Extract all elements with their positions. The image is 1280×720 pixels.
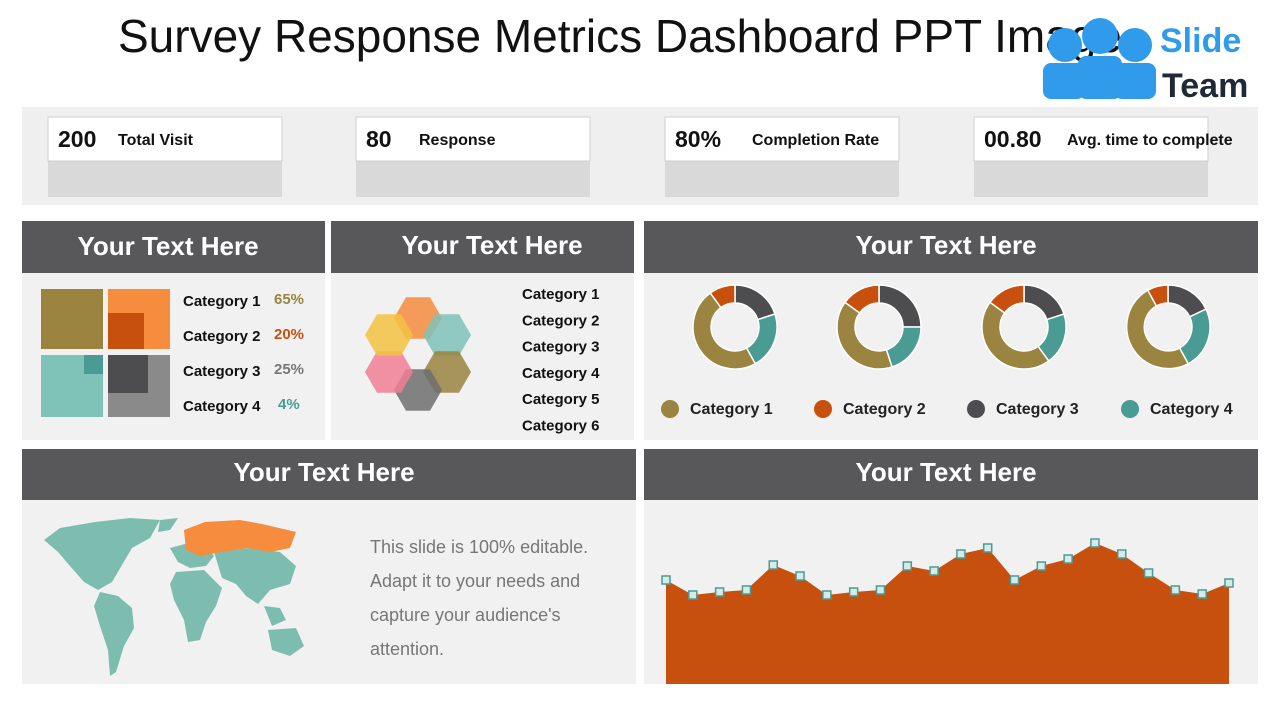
legend-label: Category 2 xyxy=(843,401,926,418)
point-marker xyxy=(1036,561,1047,571)
panel-header xyxy=(331,221,634,273)
hexagon xyxy=(365,314,413,356)
category-label: Category 2 xyxy=(183,328,261,345)
logo: Slide Team xyxy=(1043,18,1248,105)
category-value: 4% xyxy=(278,396,300,413)
donut-segment xyxy=(1146,284,1169,307)
hexagon-label: Category 1 xyxy=(522,286,600,303)
point-marker xyxy=(768,560,778,570)
area xyxy=(666,543,1229,684)
legend-label: Category 1 xyxy=(690,401,773,418)
kpi-label: Completion Rate xyxy=(752,132,879,149)
panel-header xyxy=(644,449,1258,500)
legend-label: Category 4 xyxy=(1150,401,1233,418)
point-marker xyxy=(822,590,832,600)
paragraph-line: This slide is 100% editable. xyxy=(370,537,588,557)
point-marker xyxy=(714,587,725,597)
kpi-card-top xyxy=(355,116,591,162)
paragraph-line: attention. xyxy=(370,639,444,659)
panel-header xyxy=(644,221,1258,273)
category-value: 25% xyxy=(274,361,304,378)
logo-text: Slide xyxy=(1160,22,1241,60)
category-label: Category 4 xyxy=(183,398,261,415)
donut-segment xyxy=(843,284,880,314)
point-marker xyxy=(1197,589,1207,599)
hexagon-label: Category 6 xyxy=(522,417,600,434)
kpi-label: Avg. time to complete xyxy=(1067,132,1233,149)
point-marker xyxy=(1143,568,1154,578)
panel-title: Your Text Here xyxy=(233,457,414,487)
paragraph-line: capture your audience's xyxy=(370,605,561,625)
hexagon-label: Category 5 xyxy=(522,391,600,408)
point-marker xyxy=(688,590,698,600)
legend-swatch xyxy=(1121,400,1139,418)
hexagon xyxy=(423,314,471,356)
kpi-value: 200 xyxy=(58,126,96,152)
point-marker xyxy=(1117,549,1127,559)
donut-segment xyxy=(836,301,893,370)
panel-header xyxy=(22,449,636,500)
hexagon-label: Category 2 xyxy=(522,312,600,329)
kpi-card-top xyxy=(664,116,900,162)
panel-header xyxy=(22,221,325,273)
category-label: Category 3 xyxy=(183,363,261,380)
panel-title: Your Text Here xyxy=(401,230,582,260)
kpi-card-top xyxy=(973,116,1209,162)
kpi-value: 80% xyxy=(675,126,721,152)
legend-swatch xyxy=(967,400,985,418)
legend-label: Category 3 xyxy=(996,401,1079,418)
point-marker xyxy=(875,585,886,595)
highlighted-region xyxy=(184,520,296,556)
category-value: 20% xyxy=(274,326,304,343)
panel-title: Your Text Here xyxy=(855,230,1036,260)
point-marker xyxy=(1009,575,1020,585)
kpi-label: Response xyxy=(419,132,496,149)
category-squares xyxy=(41,289,170,417)
point-marker xyxy=(982,543,993,553)
point-marker xyxy=(1063,554,1073,564)
point-marker xyxy=(956,549,966,559)
point-marker xyxy=(1224,578,1234,588)
kpi-label: Total Visit xyxy=(118,132,194,149)
kpi-card-top xyxy=(47,116,283,162)
legend-swatch xyxy=(814,400,832,418)
point-marker xyxy=(661,575,671,585)
category-label: Category 1 xyxy=(183,293,261,310)
point-marker xyxy=(848,587,859,597)
kpi-value: 00.80 xyxy=(984,126,1042,152)
point-marker xyxy=(795,571,805,581)
panel-title: Your Text Here xyxy=(855,457,1036,487)
logo-text: Team xyxy=(1162,67,1248,105)
paragraph-line: Adapt it to your needs and xyxy=(370,571,580,591)
hexagon xyxy=(365,351,413,393)
point-marker xyxy=(902,561,913,571)
donut-segment xyxy=(709,284,736,309)
category-value: 65% xyxy=(274,291,304,308)
hexagon-label: Category 3 xyxy=(522,339,600,356)
donut-segment xyxy=(988,284,1025,314)
hexagon-cluster xyxy=(365,297,471,411)
hexagon-label: Category 4 xyxy=(522,365,600,382)
legend-swatch xyxy=(661,400,679,418)
point-marker xyxy=(1170,585,1181,595)
point-marker xyxy=(741,585,752,595)
kpi-value: 80 xyxy=(366,126,392,152)
slide-title: Survey Response Metrics Dashboard PPT Im… xyxy=(118,10,1122,62)
donut-segment xyxy=(692,291,757,370)
point-marker xyxy=(929,566,939,576)
donut-segment xyxy=(981,301,1050,370)
donut-segment xyxy=(1125,289,1190,370)
panel-title: Your Text Here xyxy=(77,231,258,261)
point-marker xyxy=(1090,538,1100,548)
